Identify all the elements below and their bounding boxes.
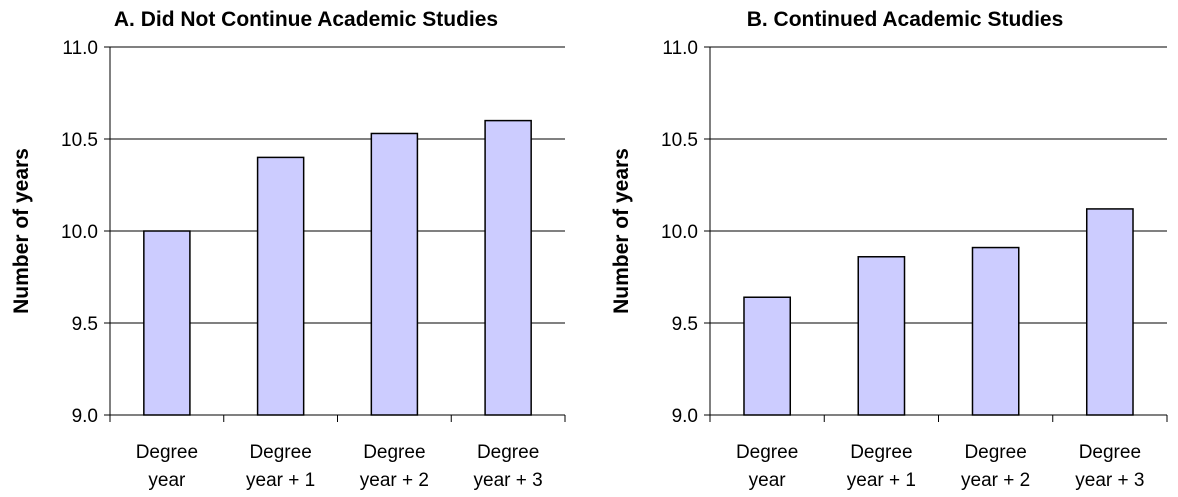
bar (485, 121, 531, 415)
bar (1087, 209, 1133, 415)
y-tick-label: 9.5 (672, 314, 698, 335)
x-tick-label: Degree (964, 442, 1026, 463)
chart-title: B. Continued Academic Studies (747, 8, 1064, 31)
x-tick-label: Degree (363, 442, 425, 463)
chart-panel-a: A. Did Not Continue Academic Studies Numb… (10, 8, 565, 491)
bar (744, 297, 790, 415)
x-tick-label: year + 1 (847, 470, 916, 491)
x-tick-label: Degree (136, 442, 198, 463)
bar (258, 157, 304, 415)
x-tick-label: year (749, 470, 787, 491)
x-tick-label: Degree (736, 442, 798, 463)
chart-panel-b: B. Continued Academic Studies Number of y… (610, 8, 1167, 491)
y-tick-label: 9.0 (72, 406, 98, 427)
y-tick-label: 10.0 (61, 222, 98, 243)
chart-title: A. Did Not Continue Academic Studies (114, 8, 498, 31)
y-tick-label: 10.5 (661, 130, 698, 151)
x-tick-label: year + 3 (1075, 470, 1144, 491)
y-tick-label: 9.5 (72, 314, 98, 335)
bar (972, 248, 1018, 415)
x-tick-label: year + 2 (360, 470, 429, 491)
x-tick-label: Degree (850, 442, 912, 463)
x-tick-label: Degree (477, 442, 539, 463)
y-tick-label: 11.0 (662, 38, 698, 59)
y-axis-label: Number of years (610, 148, 633, 314)
x-tick-label: year + 1 (246, 470, 315, 491)
bar (858, 257, 904, 415)
x-tick-label: Degree (1079, 442, 1141, 463)
x-tick-label: Degree (249, 442, 311, 463)
y-axis-label: Number of years (10, 148, 33, 314)
y-tick-label: 10.0 (661, 222, 698, 243)
x-tick-label: year (148, 470, 186, 491)
y-tick-label: 10.5 (61, 130, 98, 151)
bar (371, 133, 417, 415)
x-tick-label: year + 3 (474, 470, 543, 491)
y-tick-label: 9.0 (672, 406, 698, 427)
bar (144, 231, 190, 415)
x-tick-label: year + 2 (961, 470, 1030, 491)
y-tick-label: 11.0 (62, 38, 98, 59)
